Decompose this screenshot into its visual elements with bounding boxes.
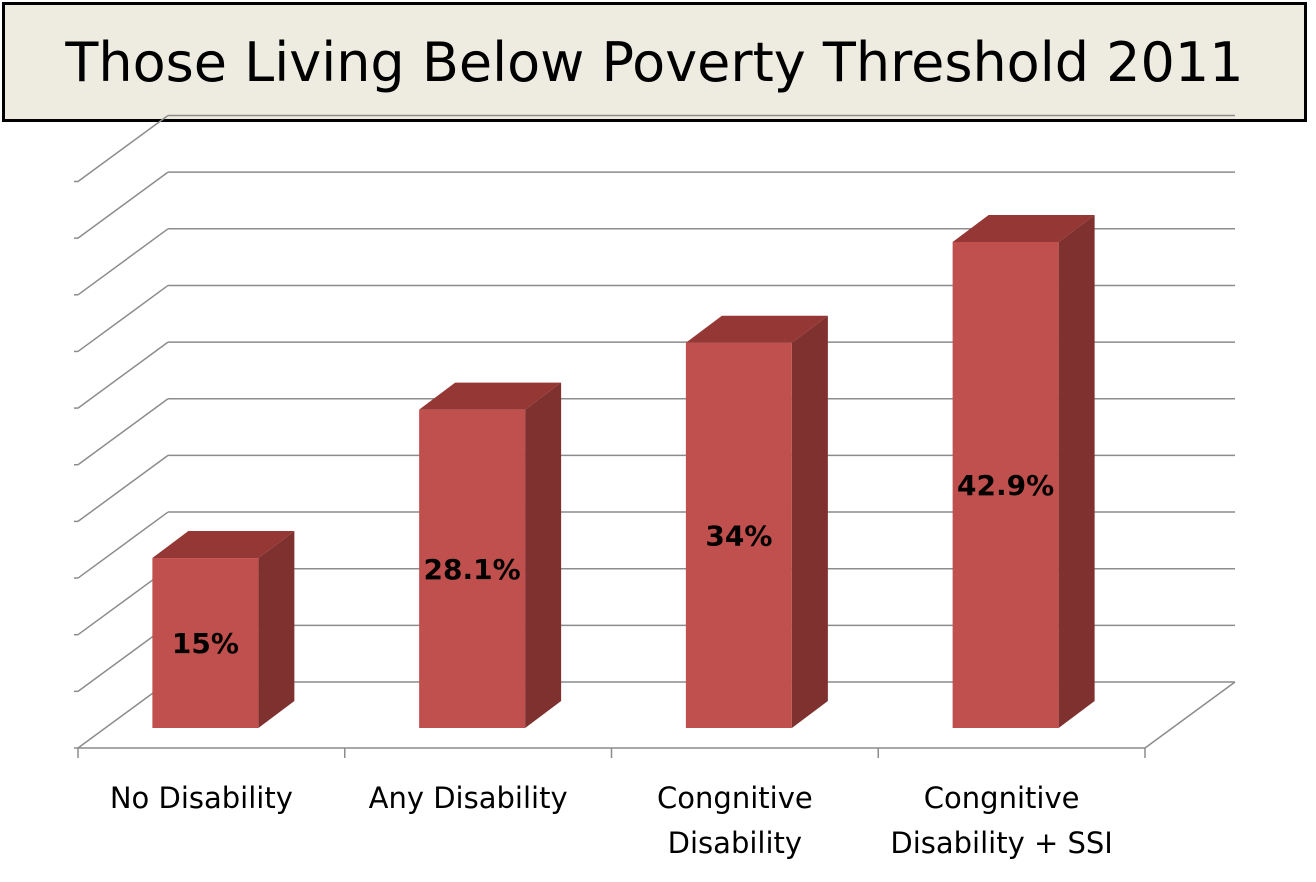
bar-front — [419, 409, 526, 728]
bars — [152, 214, 1095, 728]
x-tick-label: Disability + SSI — [890, 826, 1112, 860]
bar-top — [685, 315, 828, 343]
bar-side — [1058, 214, 1095, 728]
bar — [952, 214, 1095, 728]
gridline-side — [77, 228, 169, 296]
bar-front — [685, 342, 792, 728]
chart-title-box: Those Living Below Poverty Threshold 201… — [2, 2, 1307, 122]
gridline-side — [77, 454, 169, 523]
bar-top — [419, 382, 562, 410]
gridline-side — [77, 171, 169, 239]
gridline-side — [77, 341, 169, 409]
x-tick-label: Congnitive — [657, 781, 813, 815]
data-label: 42.9% — [957, 469, 1054, 502]
x-tick-label: Disability — [668, 826, 802, 860]
gridline-side — [77, 284, 169, 353]
bar-side — [258, 531, 295, 728]
gridline-side — [77, 398, 169, 466]
bar — [152, 531, 295, 728]
gridline-side — [77, 114, 169, 183]
bar — [419, 382, 562, 728]
x-tick-label: No Disability — [110, 781, 293, 815]
bar-side — [791, 315, 828, 728]
gridline-side — [77, 511, 169, 579]
chart-title: Those Living Below Poverty Threshold 201… — [65, 30, 1244, 94]
bar-front — [952, 241, 1059, 728]
x-tick-label: Congnitive — [924, 781, 1080, 815]
bar-front — [152, 558, 259, 728]
x-axis — [77, 681, 1236, 758]
data-label: 15% — [172, 627, 239, 660]
floor-edge — [1144, 681, 1236, 749]
data-label: 28.1% — [424, 553, 521, 586]
bar-top — [152, 531, 295, 559]
bar — [685, 315, 828, 728]
bar-top — [952, 214, 1095, 242]
data-label: 34% — [705, 519, 772, 552]
bar-side — [525, 382, 562, 728]
x-tick-label: Any Disability — [369, 781, 568, 815]
labels: 15% No Disability 28.1% Any Disability 34% Co… — [110, 469, 1113, 860]
